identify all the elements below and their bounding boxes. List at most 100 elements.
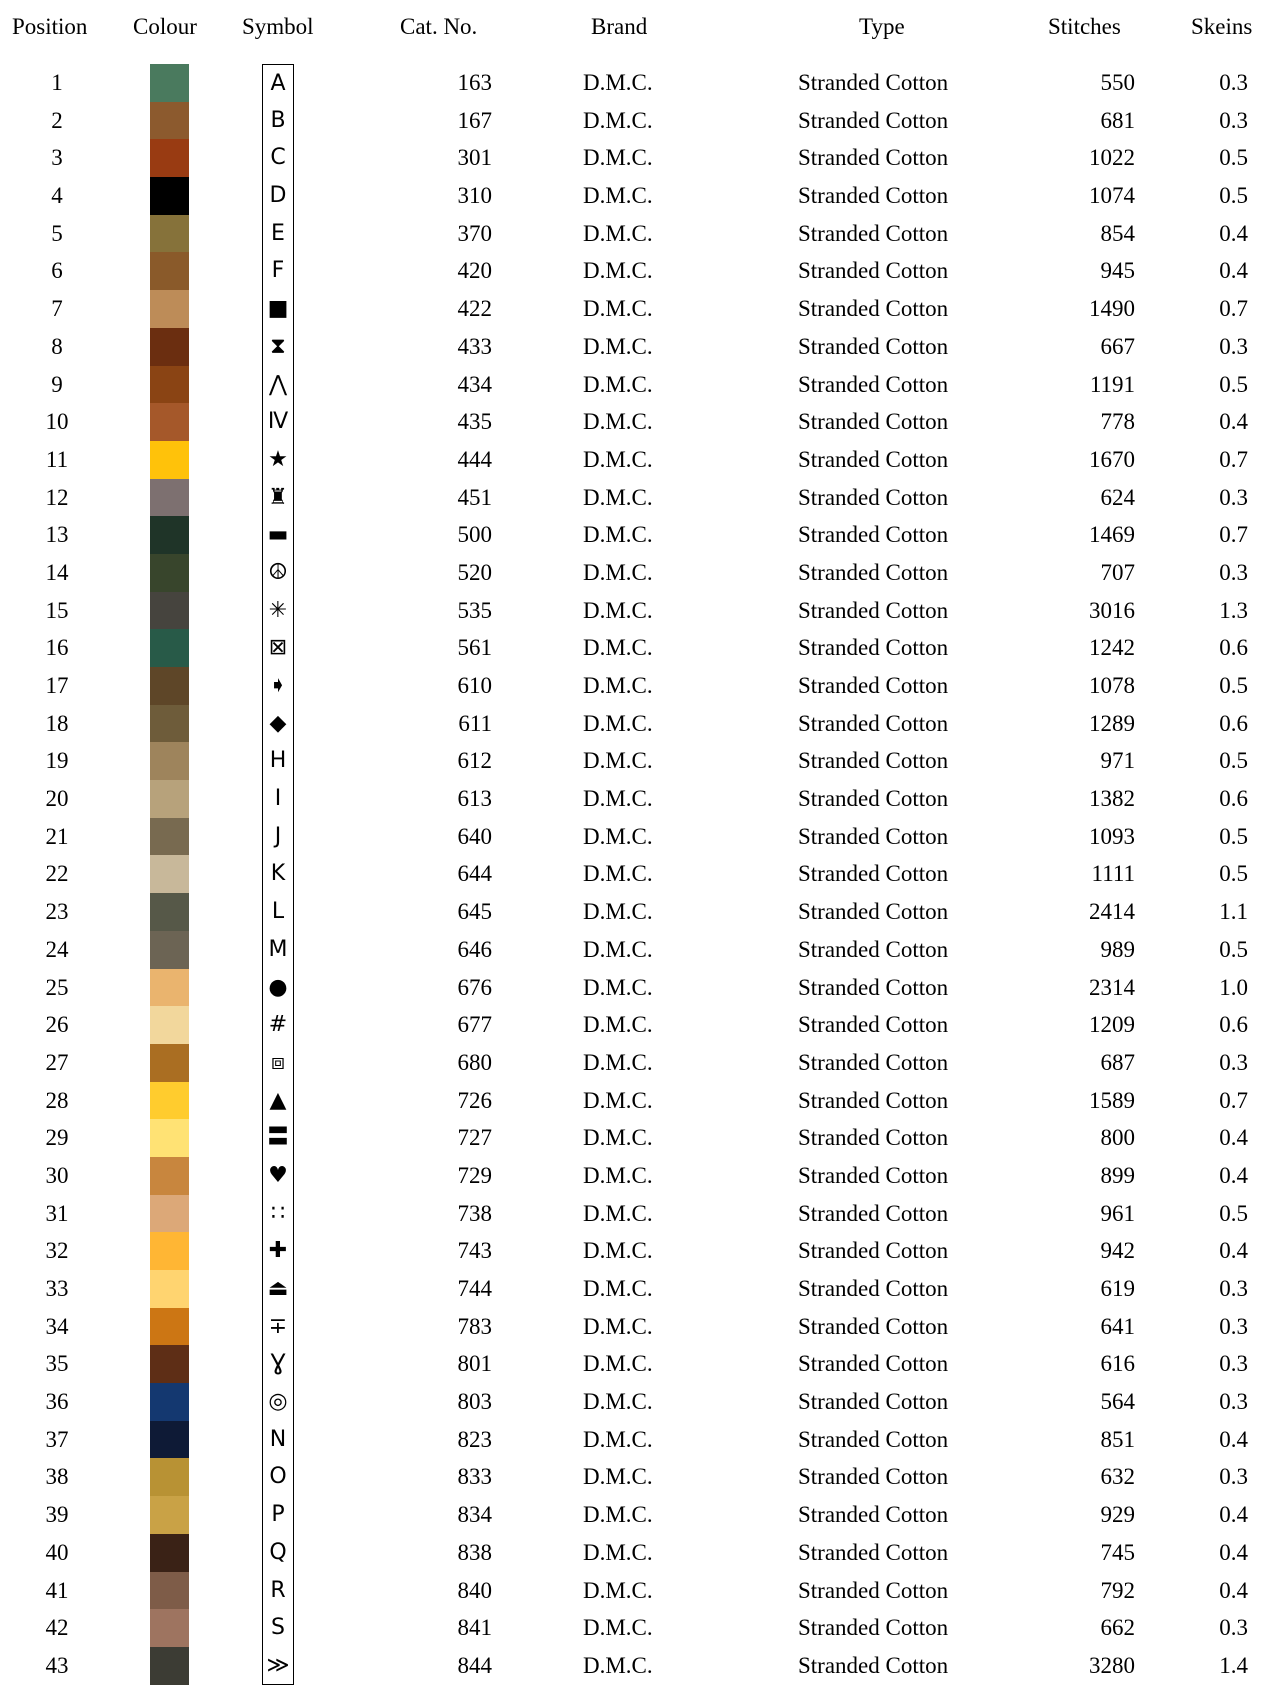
cat-no-cell: 646 xyxy=(457,936,493,962)
type-cell: Stranded Cotton xyxy=(798,145,949,171)
symbol-box: ∷ xyxy=(262,1194,294,1233)
cat-no-cell: 783 xyxy=(457,1313,493,1339)
position-cell: 28 xyxy=(45,1087,69,1113)
cat-no-cell: 610 xyxy=(457,673,493,698)
cat-no-cell: 310 xyxy=(457,183,493,209)
table-row: 33 ⏏ 744 D.M.C. Stranded Cotton 619 0.3 xyxy=(0,1270,1268,1308)
skeins-cell: 0.6 xyxy=(1219,786,1248,812)
cat-no-cell: 434 xyxy=(457,371,493,397)
cat-no-cell: 435 xyxy=(457,409,493,435)
symbol-box: ⋀ xyxy=(262,365,294,404)
stitches-cell: 1074 xyxy=(1089,183,1135,209)
type-cell: Stranded Cotton xyxy=(798,635,949,661)
stitches-cell: 1589 xyxy=(1089,1087,1135,1113)
type-cell: Stranded Cotton xyxy=(798,748,949,774)
stitches-cell: 1022 xyxy=(1089,145,1135,171)
symbol-box: P xyxy=(262,1496,294,1534)
cat-no-cell: 535 xyxy=(457,597,493,623)
cat-no-cell: 422 xyxy=(457,296,493,322)
symbol-box: # xyxy=(262,1006,294,1044)
symbol-box: N xyxy=(262,1420,294,1459)
skeins-cell: 0.3 xyxy=(1219,1615,1248,1641)
stitches-cell: 564 xyxy=(1100,1389,1136,1415)
stitches-cell: 681 xyxy=(1100,107,1136,133)
skeins-cell: 0.5 xyxy=(1219,371,1248,397)
type-cell: Stranded Cotton xyxy=(798,1238,949,1264)
table-row: 10 Ⅳ 435 D.M.C. Stranded Cotton 778 0.4 xyxy=(0,403,1268,441)
thread-list: 1 A 163 D.M.C. Stranded Cotton 550 0.3 2 B 167 D.M… xyxy=(0,64,1268,1685)
symbol-box: L xyxy=(262,893,294,931)
cat-no-cell: 301 xyxy=(457,145,493,171)
stitches-cell: 662 xyxy=(1100,1615,1136,1641)
symbol-box: E xyxy=(262,214,294,253)
skeins-cell: 0.3 xyxy=(1219,1049,1248,1075)
skeins-cell: 0.3 xyxy=(1219,107,1248,133)
position-cell: 22 xyxy=(45,861,69,887)
symbol-box: I xyxy=(262,780,294,818)
symbol-glyph: Ⅳ xyxy=(267,409,289,435)
brand-cell: D.M.C. xyxy=(583,484,653,510)
brand-cell: D.M.C. xyxy=(583,183,653,209)
table-row: 17 ➧ 610 D.M.C. Stranded Cotton 1078 0.5 xyxy=(0,667,1268,705)
table-row: 12 ♜ 451 D.M.C. Stranded Cotton 624 0.3 xyxy=(0,478,1268,517)
stitches-cell: 792 xyxy=(1100,1577,1136,1603)
brand-cell: D.M.C. xyxy=(583,145,653,171)
colour-swatch xyxy=(150,1006,189,1044)
type-cell: Stranded Cotton xyxy=(798,371,949,397)
cat-no-cell: 726 xyxy=(457,1087,493,1113)
skeins-cell: 0.7 xyxy=(1219,296,1248,322)
symbol-glyph: ⊠ xyxy=(268,635,288,661)
brand-cell: D.M.C. xyxy=(583,258,653,284)
symbol-box: Ⅳ xyxy=(262,403,294,441)
cat-no-cell: 451 xyxy=(457,484,493,510)
table-row: 20 I 613 D.M.C. Stranded Cotton 1382 0.6 xyxy=(0,780,1268,818)
position-cell: 43 xyxy=(45,1652,69,1678)
table-row: 19 H 612 D.M.C. Stranded Cotton 971 0.5 xyxy=(0,742,1268,781)
brand-cell: D.M.C. xyxy=(583,1200,653,1226)
cat-no-cell: 163 xyxy=(457,70,493,95)
brand-cell: D.M.C. xyxy=(583,371,653,397)
skeins-cell: 0.5 xyxy=(1219,1200,1248,1226)
table-row: 37 N 823 D.M.C. Stranded Cotton 851 0.4 xyxy=(0,1420,1268,1459)
skeins-cell: 0.5 xyxy=(1219,936,1248,962)
cat-no-cell: 370 xyxy=(457,220,493,246)
symbol-box: ∓ xyxy=(262,1307,294,1346)
table-row: 41 R 840 D.M.C. Stranded Cotton 792 0.4 xyxy=(0,1571,1268,1610)
cat-no-cell: 803 xyxy=(457,1389,493,1415)
skeins-cell: 0.3 xyxy=(1219,559,1248,585)
symbol-glyph: P xyxy=(271,1502,285,1528)
header-symbol: Symbol xyxy=(242,14,314,39)
colour-swatch xyxy=(150,1571,189,1610)
stitches-cell: 800 xyxy=(1100,1125,1136,1151)
brand-cell: D.M.C. xyxy=(583,861,653,887)
symbol-glyph: D xyxy=(269,183,287,209)
symbol-glyph: B xyxy=(270,107,286,133)
cat-no-cell: 729 xyxy=(457,1162,493,1188)
stitches-cell: 707 xyxy=(1100,559,1136,585)
stitches-cell: 961 xyxy=(1100,1200,1136,1226)
position-cell: 26 xyxy=(45,1012,69,1038)
symbol-box: R xyxy=(262,1571,294,1610)
symbol-box: M xyxy=(262,930,294,969)
brand-cell: D.M.C. xyxy=(583,748,653,774)
stitches-cell: 641 xyxy=(1100,1313,1136,1339)
type-cell: Stranded Cotton xyxy=(798,1539,949,1565)
table-row: 42 S 841 D.M.C. Stranded Cotton 662 0.3 xyxy=(0,1609,1268,1647)
skeins-cell: 0.4 xyxy=(1219,1162,1248,1188)
colour-swatch xyxy=(150,1232,189,1270)
table-row: 36 ◎ 803 D.M.C. Stranded Cotton 564 0.3 xyxy=(0,1383,1268,1421)
cat-no-cell: 838 xyxy=(457,1539,493,1565)
cat-no-cell: 841 xyxy=(457,1615,493,1641)
skeins-cell: 0.4 xyxy=(1219,258,1248,284)
stitches-cell: 1078 xyxy=(1089,673,1135,698)
symbol-glyph: ➧ xyxy=(268,673,288,698)
table-row: 26 #677 D.M.C. Stranded Cotton 1209 0.6 xyxy=(0,1006,1268,1044)
stitches-cell: 899 xyxy=(1100,1162,1136,1188)
brand-cell: D.M.C. xyxy=(583,446,653,472)
cat-no-cell: 520 xyxy=(457,559,493,585)
position-cell: 23 xyxy=(45,899,69,925)
stitches-cell: 2314 xyxy=(1089,974,1135,1000)
symbol-box: ⧈ xyxy=(262,1043,294,1082)
skeins-cell: 0.3 xyxy=(1219,1389,1248,1415)
colour-swatch xyxy=(150,667,189,705)
